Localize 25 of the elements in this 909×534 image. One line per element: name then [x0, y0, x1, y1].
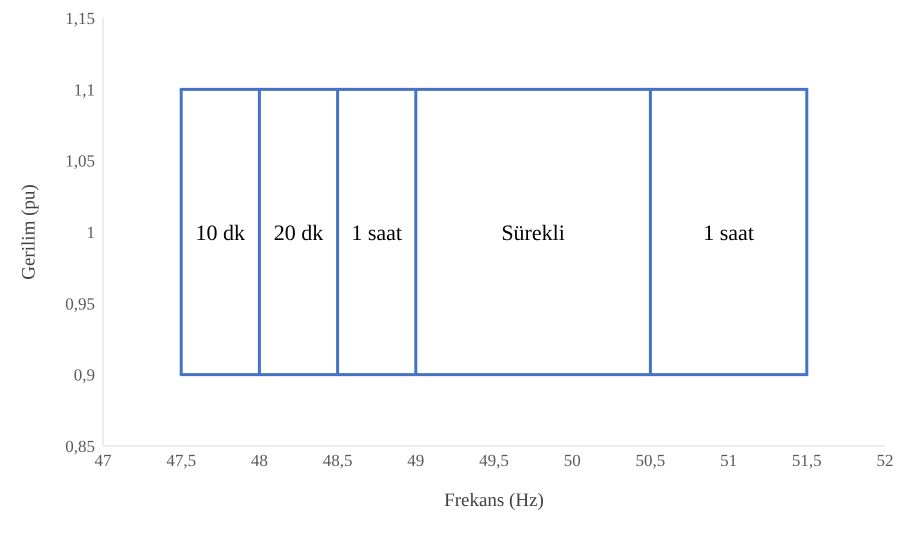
y-tick-label: 0,95 [65, 294, 95, 314]
x-tick-label: 50,5 [636, 451, 666, 470]
x-tick-label: 50 [564, 451, 581, 470]
x-tick-label: 49,5 [479, 451, 509, 470]
annotation: 1 saat [703, 220, 754, 245]
annotation: 20 dk [274, 220, 324, 245]
x-tick-label: 52 [876, 451, 894, 470]
y-tick-label: 0,85 [65, 437, 95, 456]
x-tick-label: 48,5 [322, 451, 352, 470]
x-tick-label: 51,5 [792, 451, 822, 470]
x-tick-label: 47,5 [166, 451, 196, 470]
x-tick-label: 49 [407, 451, 424, 470]
annotation: 1 saat [351, 220, 402, 245]
x-tick-label: 48 [250, 451, 268, 470]
annotation: Sürekli [501, 220, 565, 245]
x-axis-title: Frekans (Hz) [444, 490, 544, 511]
y-tick-label: 1,15 [65, 9, 95, 28]
annotation: 10 dk [196, 220, 246, 245]
x-tick-label: 47 [94, 451, 112, 470]
x-tick-label: 51 [720, 451, 738, 470]
y-axis-title: Gerilim (pu) [18, 184, 40, 280]
y-tick-label: 0,9 [74, 366, 95, 385]
y-tick-label: 1 [86, 223, 95, 242]
y-tick-label: 1,05 [65, 152, 95, 171]
y-tick-label: 1,1 [74, 80, 95, 100]
